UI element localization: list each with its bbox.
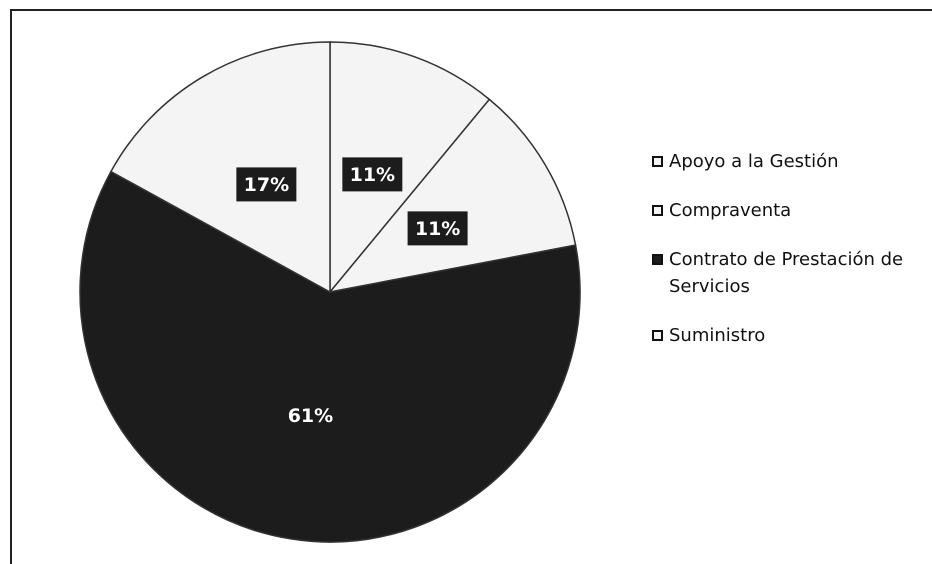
pie-slice: [329, 41, 491, 295]
legend-label: Apoyo a la Gestión: [669, 151, 839, 172]
data-label-box: [280, 398, 341, 433]
data-label: 11%: [415, 218, 460, 240]
data-label: 17%: [244, 174, 289, 196]
legend-label: Contrato de Prestación de Servicios: [669, 249, 904, 297]
legend-item: Contrato de Prestación de Servicios: [652, 246, 924, 300]
legend-swatch: [652, 156, 663, 167]
legend-label: Compraventa: [669, 200, 792, 221]
data-label-box: [342, 157, 403, 192]
legend-label: Suministro: [669, 325, 766, 346]
legend-swatch: [652, 254, 663, 265]
legend-swatch: [652, 330, 663, 341]
data-label-box: [236, 167, 297, 202]
pie-slice: [109, 41, 331, 294]
legend: Apoyo a la Gestión Compraventa Contrato de…: [652, 148, 924, 371]
data-label-box: [407, 211, 468, 246]
pie-slice: [79, 170, 581, 543]
frame: [10, 9, 932, 564]
legend-item: Apoyo a la Gestión: [652, 148, 924, 175]
data-label: 11%: [350, 164, 395, 186]
data-label: 61%: [288, 405, 333, 427]
pie-slice: [328, 98, 577, 294]
legend-item: Compraventa: [652, 197, 924, 224]
legend-item: Suministro: [652, 322, 924, 349]
legend-swatch: [652, 205, 663, 216]
